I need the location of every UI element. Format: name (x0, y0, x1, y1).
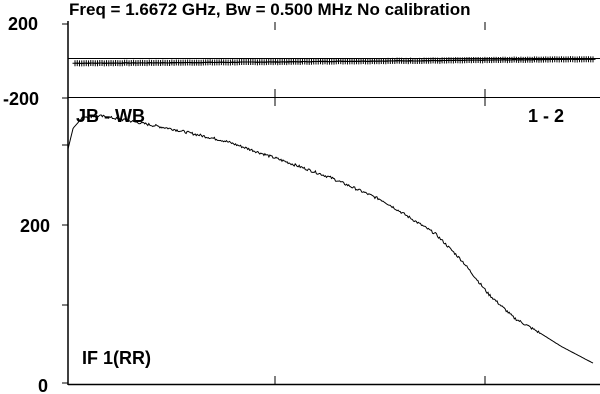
phase-series (72, 56, 596, 67)
amplitude-tick-label-0: 0 (38, 376, 48, 394)
phase-tick-label-bottom: -200 (3, 89, 39, 109)
phase-marker (272, 58, 278, 65)
amplitude-tick-label-200: 200 (20, 216, 50, 236)
phase-marker (590, 56, 596, 63)
phase-marker (119, 60, 125, 67)
channel-label: IF 1(RR) (82, 348, 151, 368)
amplitude-series (67, 114, 594, 364)
left-ticks (62, 23, 68, 384)
phase-tick-label-top: 200 (8, 14, 38, 34)
baseline-label: JB - WB (76, 106, 145, 126)
x-ticks (274, 22, 486, 385)
phase-marker (529, 56, 535, 63)
phase-marker (480, 57, 486, 64)
phase-marker (284, 59, 290, 66)
chart-title: Freq = 1.6672 GHz, Bw = 0.500 MHz No cal… (69, 0, 471, 19)
pair-label: 1 - 2 (528, 106, 564, 126)
